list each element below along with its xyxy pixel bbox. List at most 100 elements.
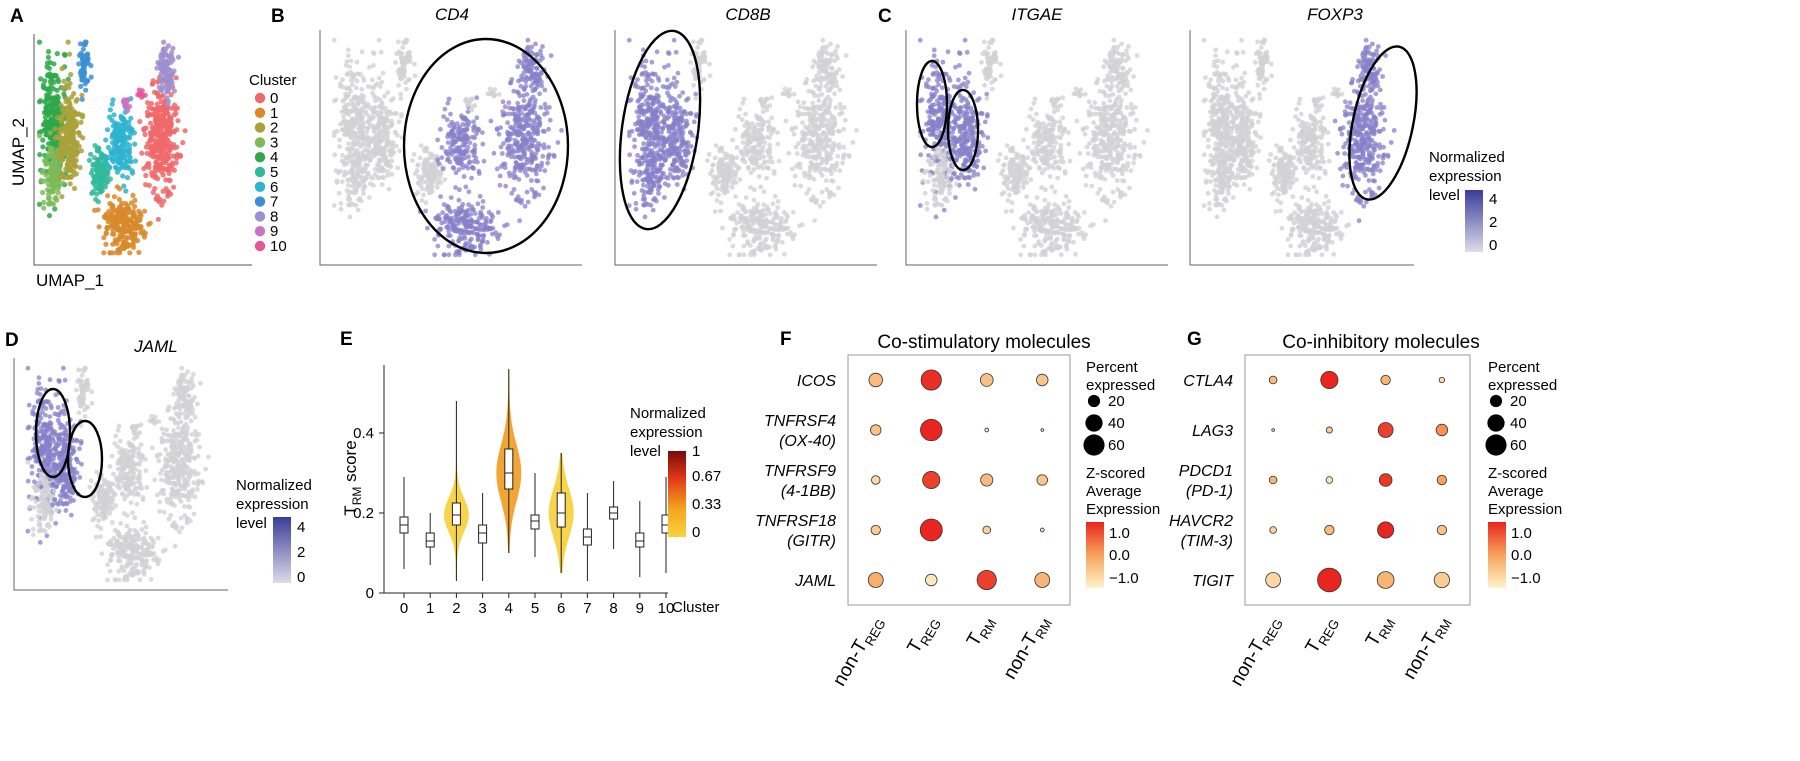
umap-point	[153, 196, 159, 202]
umap-point	[132, 203, 138, 209]
feature-point	[658, 155, 664, 161]
feature-point	[395, 39, 401, 45]
feature-point	[718, 208, 723, 214]
feature-point	[331, 98, 337, 104]
umap-point	[123, 228, 129, 235]
feature-point	[662, 181, 668, 187]
feature-point	[398, 96, 404, 101]
umap-point	[143, 182, 149, 188]
feature-point	[826, 131, 832, 136]
umap-point	[70, 158, 76, 164]
umap-point	[171, 88, 177, 94]
feature-point	[672, 115, 678, 120]
feature-point	[462, 116, 468, 121]
feature-point	[707, 73, 713, 79]
feature-point	[673, 128, 678, 134]
feature-point	[649, 157, 654, 162]
feature-point	[639, 188, 645, 193]
feature-point	[762, 230, 767, 236]
feature-point	[412, 171, 418, 177]
umap-point	[68, 71, 74, 78]
umap-point	[36, 133, 43, 139]
feature-point	[499, 151, 505, 156]
umap-point	[62, 52, 68, 58]
feature-point	[829, 66, 835, 71]
feature-point	[829, 84, 835, 90]
feature-point	[634, 179, 640, 185]
feature-point	[473, 155, 479, 161]
feature-point	[671, 123, 677, 129]
feature-point	[754, 228, 760, 233]
umap-point	[167, 177, 173, 184]
feature-point	[370, 175, 376, 181]
feature-point	[430, 189, 435, 194]
feature-point	[341, 159, 347, 164]
feature-point	[435, 157, 440, 163]
feature-point	[840, 155, 846, 161]
feature-point	[542, 87, 548, 93]
panel-letter-e: E	[340, 329, 353, 350]
feature-point	[737, 177, 743, 183]
umap-y-label: UMAP_2	[9, 118, 28, 186]
feature-point	[644, 146, 649, 152]
feature-point	[658, 176, 663, 182]
feature-point	[804, 77, 810, 82]
umap-point	[78, 68, 85, 74]
feature-point	[345, 155, 350, 160]
umap-point	[95, 172, 102, 178]
feature-plot-cd4	[319, 30, 582, 266]
feature-point	[654, 86, 660, 92]
feature-point	[930, 86, 935, 91]
feature-point	[837, 87, 843, 93]
feature-point	[389, 172, 395, 177]
feature-point	[446, 252, 452, 258]
feature-point	[807, 149, 812, 155]
umap-point	[114, 184, 120, 190]
feature-point	[636, 159, 642, 164]
feature-point	[755, 156, 760, 162]
umap-point	[171, 68, 177, 74]
feature-point	[518, 129, 523, 135]
feature-point	[445, 224, 451, 229]
feature-point	[821, 146, 826, 152]
umap-point	[80, 52, 86, 58]
feature-point	[840, 160, 845, 166]
feature-point	[632, 137, 637, 143]
feature-point	[505, 152, 511, 158]
feature-point	[644, 119, 649, 124]
feature-point	[412, 73, 418, 79]
feature-point	[741, 228, 747, 234]
feature-point	[780, 227, 786, 233]
feature-point	[539, 160, 545, 166]
feature-point	[376, 123, 382, 129]
feature-point	[670, 110, 675, 115]
feature-point	[500, 109, 506, 114]
feature-point	[741, 252, 747, 258]
feature-point	[819, 139, 825, 144]
feature-point	[823, 143, 829, 148]
feature-point	[438, 126, 443, 132]
umap-point	[157, 144, 163, 150]
feature-point	[636, 173, 642, 178]
umap-point	[113, 164, 119, 170]
feature-point	[786, 93, 792, 99]
feature-point	[349, 119, 354, 124]
feature-point	[816, 98, 822, 104]
feature-point	[780, 240, 785, 245]
feature-point	[338, 206, 344, 212]
feature-point	[655, 114, 660, 120]
umap-point	[127, 250, 133, 256]
feature-point	[502, 104, 508, 110]
umap-point	[152, 149, 158, 155]
feature-point	[670, 162, 676, 168]
feature-point	[638, 91, 643, 97]
umap-point	[116, 196, 122, 202]
feature-point	[421, 192, 426, 198]
umap-point	[37, 152, 43, 158]
feature-point	[678, 116, 684, 122]
umap-point	[66, 51, 73, 57]
feature-point	[626, 37, 632, 43]
feature-point	[807, 111, 813, 117]
umap-point	[120, 127, 126, 133]
umap-point	[73, 98, 79, 104]
